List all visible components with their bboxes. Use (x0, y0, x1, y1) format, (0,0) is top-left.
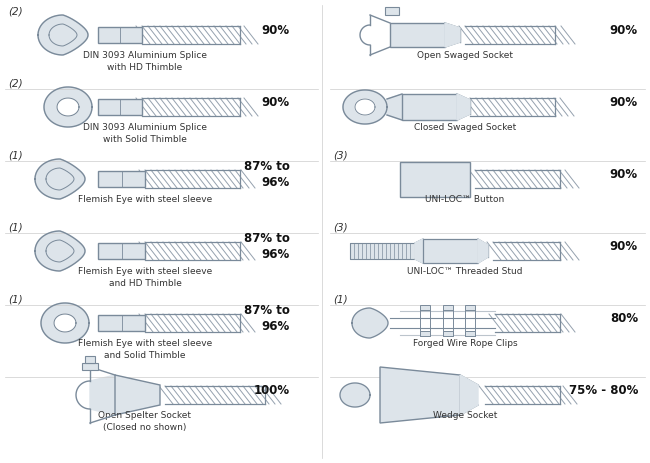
Text: 87% to
96%: 87% to 96% (244, 232, 290, 262)
Bar (402, 94, 457, 120)
Polygon shape (35, 231, 85, 271)
Bar (98, 27, 142, 43)
Polygon shape (478, 239, 488, 263)
Text: DIN 3093 Aluminium Splice
with Solid Thimble: DIN 3093 Aluminium Splice with Solid Thi… (83, 123, 207, 144)
Polygon shape (343, 90, 387, 124)
Text: (1): (1) (8, 223, 23, 233)
Polygon shape (387, 94, 402, 120)
Bar (98, 99, 142, 115)
Text: 75% - 80%: 75% - 80% (569, 384, 638, 398)
Polygon shape (415, 239, 423, 263)
Text: UNI-LOC™ Threaded Stud: UNI-LOC™ Threaded Stud (408, 267, 523, 276)
Text: 90%: 90% (262, 96, 290, 110)
Text: 90%: 90% (610, 169, 638, 181)
Text: Flemish Eye with steel sleeve
and HD Thimble: Flemish Eye with steel sleeve and HD Thi… (78, 267, 212, 288)
Text: Flemish Eye with steel sleeve
and Solid Thimble: Flemish Eye with steel sleeve and Solid … (78, 339, 212, 360)
Text: (2): (2) (8, 7, 23, 17)
Bar (350, 243, 415, 259)
Bar (423, 239, 478, 263)
Polygon shape (445, 23, 460, 47)
Text: 80%: 80% (610, 313, 638, 325)
Polygon shape (380, 367, 460, 423)
Polygon shape (35, 159, 85, 199)
Bar (420, 305, 430, 310)
Text: (3): (3) (333, 223, 348, 233)
Polygon shape (460, 375, 478, 415)
Polygon shape (90, 375, 115, 415)
Polygon shape (115, 375, 160, 415)
Text: (3): (3) (333, 151, 348, 161)
Bar (98, 243, 145, 259)
Polygon shape (457, 94, 470, 120)
Text: 87% to
96%: 87% to 96% (244, 305, 290, 333)
Bar (85, 356, 95, 363)
Bar (443, 305, 453, 310)
Bar (385, 7, 399, 15)
Text: DIN 3093 Aluminium Splice
with HD Thimble: DIN 3093 Aluminium Splice with HD Thimbl… (83, 51, 207, 72)
Bar (82, 363, 98, 370)
Polygon shape (57, 98, 79, 116)
Text: Open Swaged Socket: Open Swaged Socket (417, 51, 513, 60)
Polygon shape (340, 383, 370, 407)
Polygon shape (352, 308, 388, 338)
Text: (1): (1) (8, 295, 23, 305)
Text: Forged Wire Rope Clips: Forged Wire Rope Clips (413, 339, 517, 348)
Text: 90%: 90% (610, 240, 638, 254)
Bar (443, 331, 453, 336)
Text: (1): (1) (8, 151, 23, 161)
Polygon shape (38, 15, 88, 55)
Text: Wedge Socket: Wedge Socket (433, 411, 497, 420)
Text: 87% to
96%: 87% to 96% (244, 161, 290, 189)
Polygon shape (355, 99, 375, 115)
Text: UNI-LOC™ Button: UNI-LOC™ Button (425, 195, 504, 204)
Text: (1): (1) (333, 295, 348, 305)
Bar (420, 331, 430, 336)
Text: 90%: 90% (262, 25, 290, 38)
Bar (465, 331, 475, 336)
Text: 90%: 90% (610, 96, 638, 110)
Text: (2): (2) (8, 79, 23, 89)
Bar (390, 23, 445, 47)
Polygon shape (54, 314, 76, 332)
Text: Closed Swaged Socket: Closed Swaged Socket (414, 123, 516, 132)
Bar (400, 162, 470, 196)
Bar (98, 315, 145, 331)
Text: Flemish Eye with steel sleeve: Flemish Eye with steel sleeve (78, 195, 212, 204)
Text: 100%: 100% (254, 384, 290, 398)
Polygon shape (44, 87, 92, 127)
Text: Open Spelter Socket
(Closed no shown): Open Spelter Socket (Closed no shown) (99, 411, 192, 432)
Polygon shape (41, 303, 89, 343)
Bar (465, 305, 475, 310)
Bar (98, 171, 145, 187)
Text: 90%: 90% (610, 25, 638, 38)
